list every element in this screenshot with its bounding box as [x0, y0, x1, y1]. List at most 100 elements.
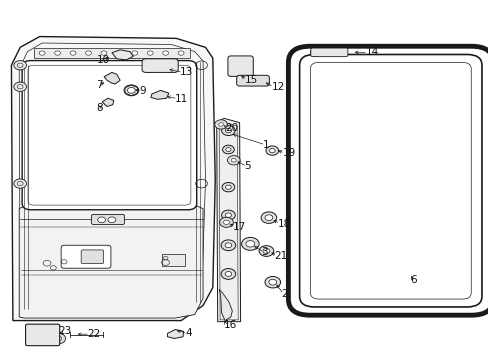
Text: 5: 5 [244, 161, 251, 171]
Circle shape [14, 179, 26, 188]
Circle shape [268, 279, 276, 285]
Circle shape [225, 128, 231, 133]
Text: 10: 10 [97, 55, 110, 65]
Circle shape [108, 217, 116, 223]
FancyBboxPatch shape [91, 215, 124, 225]
Circle shape [14, 82, 26, 91]
Text: 8: 8 [96, 103, 102, 113]
Circle shape [218, 123, 223, 126]
Circle shape [259, 246, 273, 256]
Circle shape [310, 48, 321, 56]
Circle shape [39, 51, 45, 55]
FancyBboxPatch shape [81, 250, 103, 264]
Circle shape [221, 210, 235, 220]
Circle shape [264, 276, 280, 288]
Circle shape [109, 76, 115, 80]
Circle shape [85, 51, 91, 55]
Text: 6: 6 [409, 275, 416, 285]
Polygon shape [219, 289, 232, 320]
Circle shape [221, 240, 235, 251]
Text: 22: 22 [87, 329, 101, 339]
Circle shape [222, 183, 234, 192]
Circle shape [223, 220, 229, 225]
Bar [31, 328, 44, 341]
Text: 20: 20 [224, 123, 238, 133]
Bar [161, 253, 184, 266]
Circle shape [101, 51, 106, 55]
Polygon shape [104, 72, 120, 84]
Circle shape [14, 60, 26, 70]
Text: 7: 7 [96, 80, 102, 90]
Text: 9: 9 [140, 86, 146, 96]
Text: 2: 2 [281, 289, 287, 299]
Circle shape [146, 62, 155, 69]
Circle shape [313, 50, 318, 54]
Polygon shape [151, 90, 168, 99]
Circle shape [245, 240, 254, 247]
Polygon shape [11, 37, 215, 320]
Circle shape [156, 93, 162, 98]
Text: 23: 23 [58, 325, 71, 336]
Text: 15: 15 [244, 75, 257, 85]
Circle shape [264, 215, 272, 221]
Circle shape [221, 269, 235, 279]
Circle shape [118, 53, 125, 58]
Circle shape [178, 51, 183, 55]
Text: 1: 1 [263, 140, 269, 150]
Text: 13: 13 [180, 67, 193, 77]
Polygon shape [19, 203, 203, 318]
Circle shape [98, 217, 105, 223]
Text: 16: 16 [223, 320, 236, 330]
Circle shape [231, 158, 236, 162]
FancyBboxPatch shape [236, 75, 269, 86]
Circle shape [238, 64, 243, 68]
Text: 3: 3 [261, 247, 267, 257]
Circle shape [70, 51, 76, 55]
FancyBboxPatch shape [310, 48, 347, 57]
Circle shape [241, 237, 259, 250]
Polygon shape [167, 329, 183, 338]
Circle shape [263, 248, 269, 253]
Polygon shape [216, 118, 240, 321]
Circle shape [55, 336, 61, 341]
Bar [32, 331, 43, 340]
FancyBboxPatch shape [288, 46, 488, 315]
Circle shape [225, 185, 231, 189]
Circle shape [227, 156, 240, 165]
Circle shape [261, 212, 276, 224]
Text: 19: 19 [282, 148, 295, 158]
Text: 12: 12 [271, 82, 284, 92]
Text: 18: 18 [277, 219, 290, 229]
Circle shape [124, 85, 139, 96]
Circle shape [224, 271, 231, 276]
Bar [34, 48, 189, 58]
Polygon shape [102, 98, 114, 107]
Circle shape [127, 87, 135, 93]
Text: 4: 4 [184, 328, 191, 338]
Circle shape [147, 51, 153, 55]
Text: 14: 14 [365, 47, 378, 57]
FancyBboxPatch shape [61, 245, 111, 268]
FancyBboxPatch shape [227, 56, 253, 76]
Circle shape [219, 217, 233, 227]
Text: 21: 21 [274, 251, 287, 261]
Circle shape [51, 333, 65, 344]
Text: 11: 11 [175, 94, 188, 104]
Circle shape [269, 148, 275, 153]
FancyBboxPatch shape [25, 324, 60, 346]
Circle shape [55, 51, 61, 55]
Circle shape [265, 146, 278, 155]
Text: 17: 17 [232, 222, 245, 232]
Circle shape [234, 62, 246, 70]
FancyBboxPatch shape [142, 59, 178, 72]
Circle shape [214, 120, 227, 129]
Circle shape [163, 51, 168, 55]
Circle shape [221, 126, 235, 135]
FancyBboxPatch shape [22, 60, 196, 210]
Circle shape [132, 51, 138, 55]
Circle shape [116, 51, 122, 55]
Circle shape [225, 148, 230, 152]
Polygon shape [112, 50, 133, 60]
Circle shape [222, 145, 234, 154]
Circle shape [104, 100, 110, 105]
